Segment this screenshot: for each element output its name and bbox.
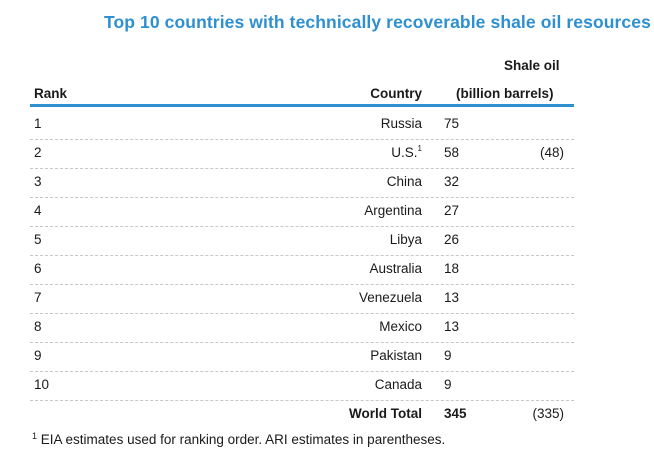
country-cell: Russia <box>380 116 422 131</box>
ari-estimate-cell: (48) <box>539 145 564 160</box>
footnote-marker: 1 <box>32 431 38 441</box>
country-footnote-marker: 1 <box>417 144 422 153</box>
value-cell: 18 <box>444 261 460 276</box>
table-row: 5 Libya 26 <box>30 226 574 256</box>
country-cell: Libya <box>389 232 422 247</box>
table-row: 4 Argentina 27 <box>30 197 574 227</box>
value-cell: 26 <box>444 232 460 247</box>
country-cell: Pakistan <box>370 348 422 363</box>
footnote-text: EIA estimates used for ranking order. AR… <box>40 432 446 447</box>
rank-cell: 10 <box>34 377 50 392</box>
rank-cell: 9 <box>34 348 42 363</box>
rank-cell: 3 <box>34 174 42 189</box>
table-row: 9 Pakistan 9 <box>30 342 574 372</box>
country-cell: Mexico <box>379 319 422 334</box>
rank-cell: 7 <box>34 290 42 305</box>
value-cell: 75 <box>444 116 460 131</box>
header-rule <box>30 104 574 107</box>
total-value: 345 <box>444 406 467 421</box>
value-cell: 27 <box>444 203 460 218</box>
header-rank: Rank <box>34 86 68 101</box>
table-row: 6 Australia 18 <box>30 255 574 285</box>
footnote: 1 EIA estimates used for ranking order. … <box>32 431 446 447</box>
header-country: Country <box>370 86 422 101</box>
rank-cell: 6 <box>34 261 42 276</box>
total-label: World Total <box>349 406 422 421</box>
rank-cell: 8 <box>34 319 42 334</box>
table-title: Top 10 countries with technically recove… <box>104 12 651 32</box>
country-cell: Canada <box>374 377 422 392</box>
table-row: 3 China 32 <box>30 168 574 198</box>
rank-cell: 1 <box>34 116 42 131</box>
header-value-line2: (billion barrels) <box>456 86 554 101</box>
country-cell: Argentina <box>364 203 422 218</box>
value-cell: 13 <box>444 319 460 334</box>
country-cell: China <box>386 174 422 189</box>
table-row: 1 Russia 75 <box>30 110 574 140</box>
country-cell: Venezuela <box>358 290 422 305</box>
country-cell-group: U.S.1 <box>391 144 422 160</box>
total-ari-estimate: (335) <box>532 406 564 421</box>
value-cell: 9 <box>444 377 452 392</box>
value-cell: 32 <box>444 174 460 189</box>
value-cell: 58 <box>444 145 460 160</box>
value-cell: 13 <box>444 290 460 305</box>
rank-cell: 2 <box>34 145 42 160</box>
table-row: 2 U.S.1 58 (48) <box>30 139 574 169</box>
rank-cell: 4 <box>34 203 42 218</box>
header-value-line1: Shale oil <box>504 58 560 73</box>
table-row: 10 Canada 9 <box>30 371 574 401</box>
country-name: U.S. <box>391 145 418 160</box>
total-row: World Total 345 (335) <box>30 400 574 429</box>
value-cell: 9 <box>444 348 452 363</box>
table-row: 8 Mexico 13 <box>30 313 574 343</box>
rank-cell: 5 <box>34 232 42 247</box>
table-row: 7 Venezuela 13 <box>30 284 574 314</box>
country-cell: Australia <box>369 261 422 276</box>
